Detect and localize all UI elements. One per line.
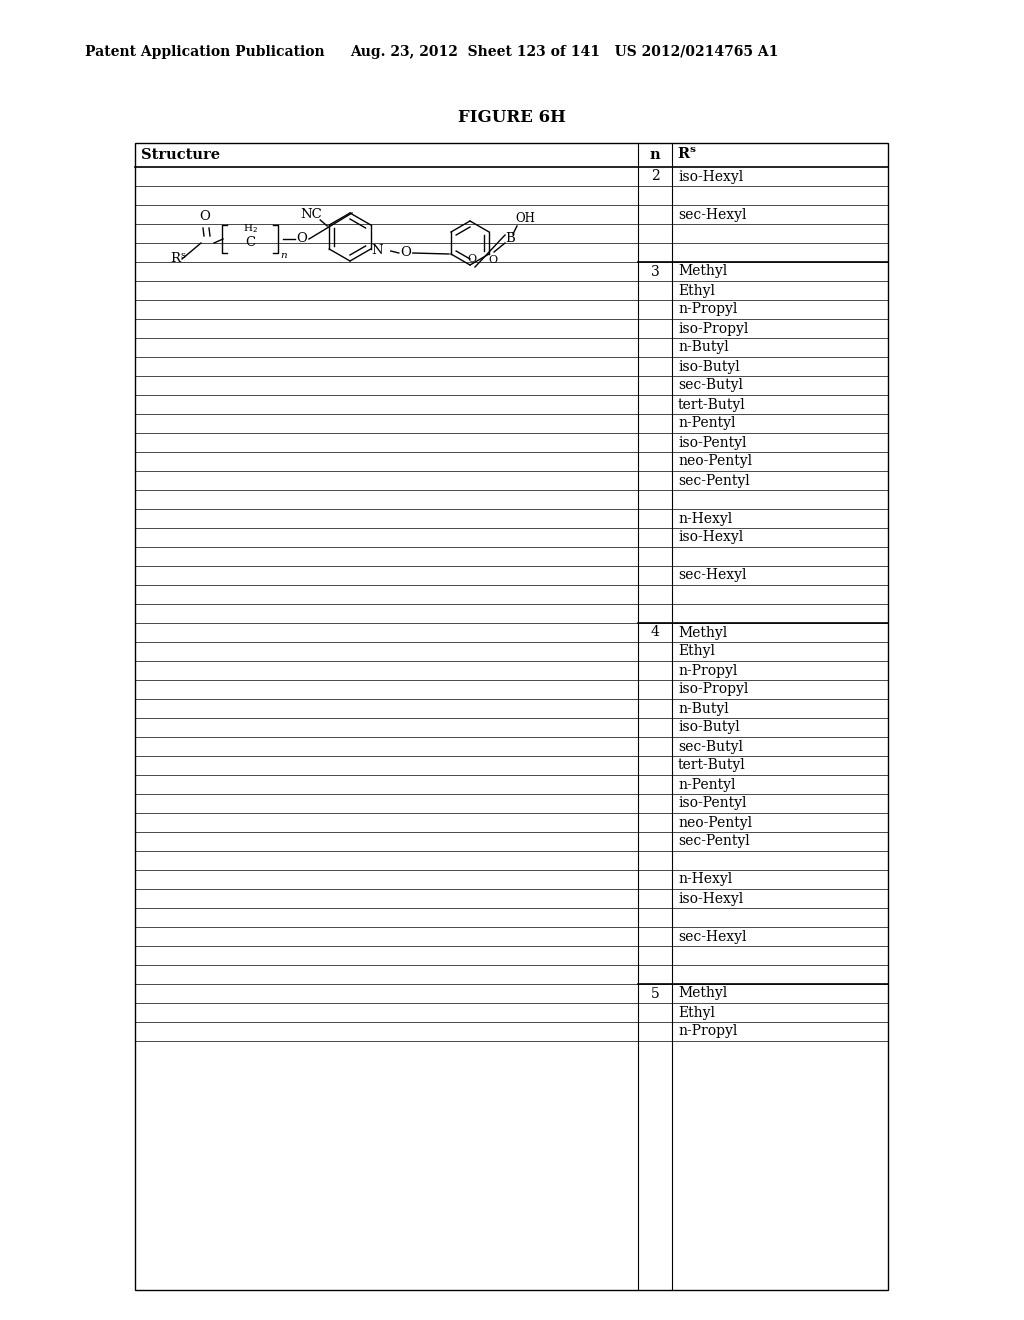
Text: sec-Hexyl: sec-Hexyl xyxy=(678,929,746,944)
Text: iso-Pentyl: iso-Pentyl xyxy=(678,436,746,450)
Text: neo-Pentyl: neo-Pentyl xyxy=(678,816,752,829)
Text: Patent Application Publication: Patent Application Publication xyxy=(85,45,325,59)
Text: 4: 4 xyxy=(650,626,659,639)
Text: iso-Hexyl: iso-Hexyl xyxy=(678,891,743,906)
Text: O: O xyxy=(200,210,211,223)
Text: n-Butyl: n-Butyl xyxy=(678,701,729,715)
Text: N: N xyxy=(371,244,383,257)
Text: Ethyl: Ethyl xyxy=(678,644,715,659)
Text: tert-Butyl: tert-Butyl xyxy=(678,759,745,772)
Text: 2: 2 xyxy=(650,169,659,183)
Text: B: B xyxy=(505,232,515,246)
Text: R: R xyxy=(170,252,180,265)
Text: H$_2$: H$_2$ xyxy=(243,223,257,235)
Text: iso-Propyl: iso-Propyl xyxy=(678,322,749,335)
Text: n-Hexyl: n-Hexyl xyxy=(678,873,732,887)
Text: sec-Pentyl: sec-Pentyl xyxy=(678,834,750,849)
Text: n-Pentyl: n-Pentyl xyxy=(678,417,735,430)
Text: n-Propyl: n-Propyl xyxy=(678,664,737,677)
Text: NC: NC xyxy=(300,209,323,222)
Text: n-Pentyl: n-Pentyl xyxy=(678,777,735,792)
Text: Aug. 23, 2012  Sheet 123 of 141   US 2012/0214765 A1: Aug. 23, 2012 Sheet 123 of 141 US 2012/0… xyxy=(350,45,778,59)
Text: O: O xyxy=(297,232,307,246)
Text: iso-Butyl: iso-Butyl xyxy=(678,359,739,374)
Text: tert-Butyl: tert-Butyl xyxy=(678,397,745,412)
Text: Methyl: Methyl xyxy=(678,264,727,279)
Text: Ethyl: Ethyl xyxy=(678,1006,715,1019)
Text: sec-Hexyl: sec-Hexyl xyxy=(678,207,746,222)
Text: 5: 5 xyxy=(650,986,659,1001)
Text: Structure: Structure xyxy=(141,148,220,162)
Text: Methyl: Methyl xyxy=(678,986,727,1001)
Text: OH: OH xyxy=(515,213,535,226)
Text: 3: 3 xyxy=(650,264,659,279)
Text: n-Propyl: n-Propyl xyxy=(678,302,737,317)
Text: sec-Butyl: sec-Butyl xyxy=(678,379,743,392)
Text: n: n xyxy=(649,148,660,162)
Text: iso-Propyl: iso-Propyl xyxy=(678,682,749,697)
Text: Methyl: Methyl xyxy=(678,626,727,639)
Text: s: s xyxy=(180,251,185,260)
Text: R: R xyxy=(677,147,689,161)
Text: n-Butyl: n-Butyl xyxy=(678,341,729,355)
Text: Ethyl: Ethyl xyxy=(678,284,715,297)
Text: sec-Pentyl: sec-Pentyl xyxy=(678,474,750,487)
Text: iso-Pentyl: iso-Pentyl xyxy=(678,796,746,810)
Text: O: O xyxy=(467,253,476,264)
Text: iso-Hexyl: iso-Hexyl xyxy=(678,169,743,183)
Text: n-Propyl: n-Propyl xyxy=(678,1024,737,1039)
Text: n-Hexyl: n-Hexyl xyxy=(678,511,732,525)
Text: sec-Butyl: sec-Butyl xyxy=(678,739,743,754)
Text: n: n xyxy=(281,251,288,260)
Text: O: O xyxy=(488,255,498,265)
Text: sec-Hexyl: sec-Hexyl xyxy=(678,569,746,582)
Text: s: s xyxy=(689,145,695,154)
Text: iso-Butyl: iso-Butyl xyxy=(678,721,739,734)
Text: neo-Pentyl: neo-Pentyl xyxy=(678,454,752,469)
Text: O: O xyxy=(400,247,412,260)
Text: FIGURE 6H: FIGURE 6H xyxy=(458,110,566,127)
Text: iso-Hexyl: iso-Hexyl xyxy=(678,531,743,544)
Bar xyxy=(135,143,888,1290)
Text: C: C xyxy=(245,236,255,249)
